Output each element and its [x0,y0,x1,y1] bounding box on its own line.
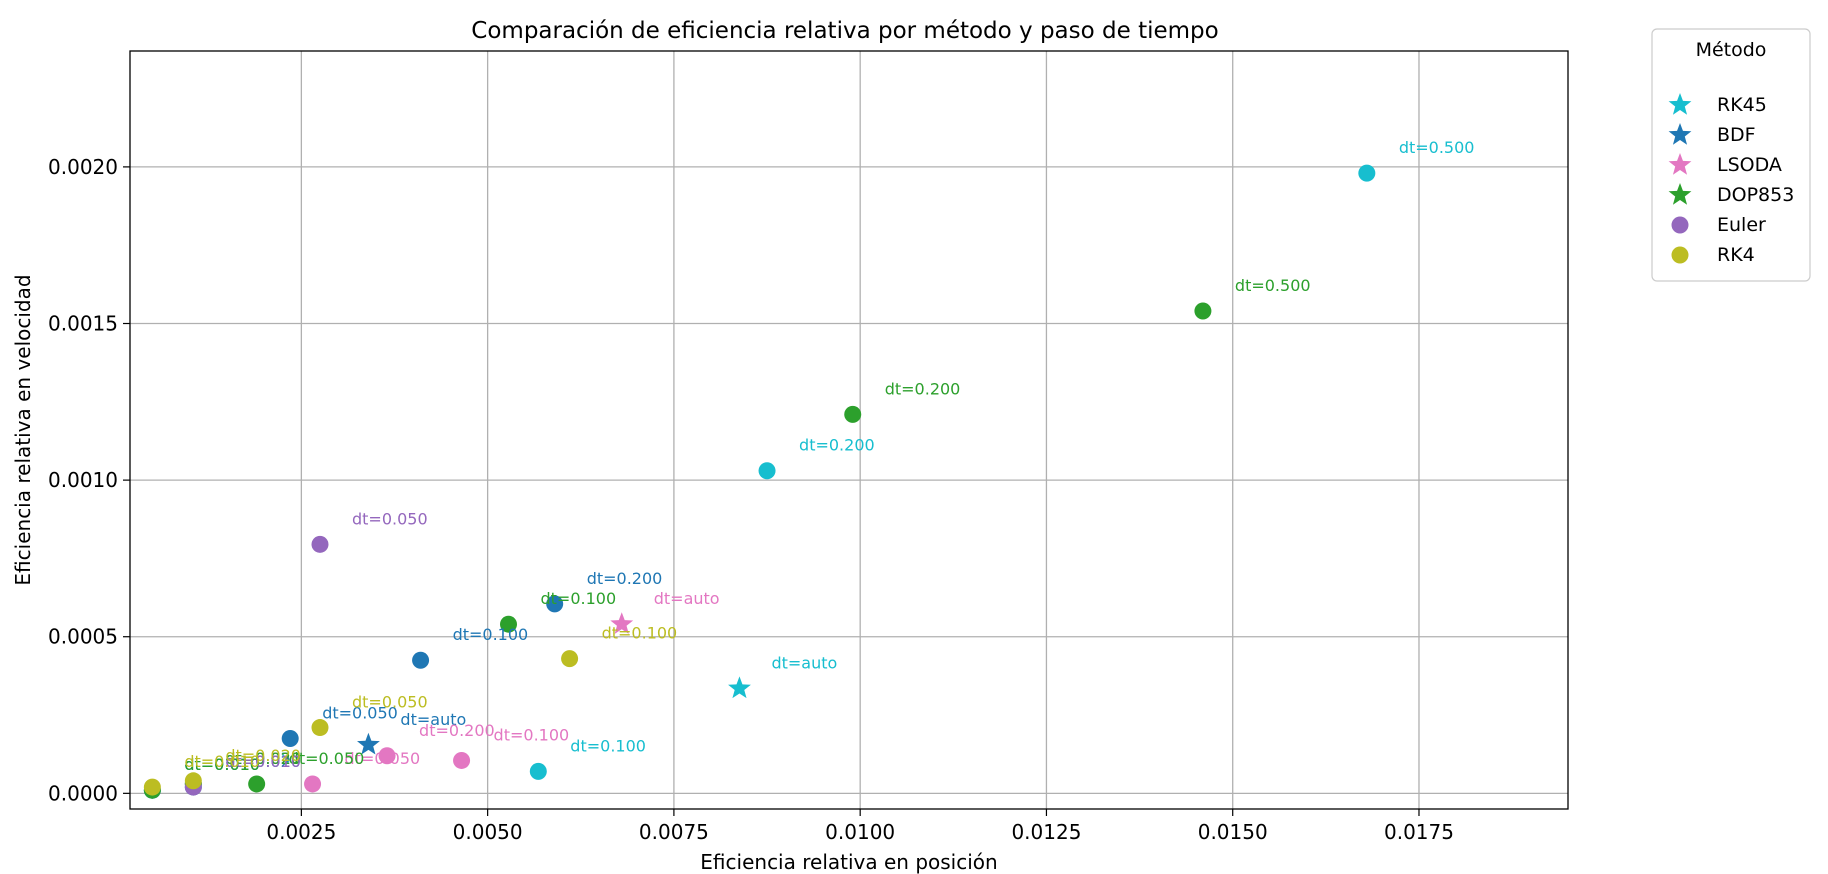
point-annotation: dt=auto [654,589,720,608]
point-annotation: dt=0.010 [225,752,301,771]
point-annotation: dt=0.100 [570,736,646,755]
x-axis-label: Eficiencia relativa en posición [700,850,997,874]
plot-frame [129,50,1569,810]
point-annotation: dt=0.020 [225,752,301,771]
point-annotation: dt=0.200 [587,569,663,588]
legend-marker-circle [1671,216,1689,234]
legend-marker-circle [1671,246,1689,264]
chart-title: Comparación de eficiencia relativa por m… [471,18,1218,44]
point-annotation: dt=0.100 [540,589,616,608]
point-rk45 [1358,164,1376,182]
point-star-lsoda [610,612,634,634]
legend-marker-star [1668,153,1692,175]
y-tick-label: 0.0005 [48,625,118,649]
point-annotation: dt=0.010 [184,755,260,774]
legend-marker-star [1668,93,1692,115]
point-annotation: dt=0.010 [184,755,260,774]
point-rk4 [143,778,161,796]
point-dop853 [499,615,517,633]
x-tick-label: 0.0025 [266,820,336,844]
x-tick-label: 0.0050 [453,820,523,844]
point-annotations: dt=0.500dt=0.200dt=0.100dt=autodt=0.050d… [184,138,1474,774]
legend-label: RK45 [1717,94,1767,116]
x-tick-label: 0.0075 [639,820,709,844]
point-annotation: dt=0.050 [352,509,428,528]
point-annotation: dt=0.010 [184,755,260,774]
legend-label: RK4 [1717,244,1755,266]
x-tick-label: 0.0100 [825,820,895,844]
point-annotation: dt=auto [771,653,837,672]
point-rk4 [184,772,202,790]
x-tick-label: 0.0175 [1384,820,1454,844]
x-tick-label: 0.0125 [1011,820,1081,844]
point-annotation: dt=0.050 [225,749,301,768]
point-annotation: dt=0.200 [799,436,875,455]
point-rk4 [561,650,579,668]
point-lsoda [304,775,322,793]
point-annotation: dt=auto [400,710,466,729]
x-axis-ticks: 0.0025 0.0050 0.0075 0.0100 0.0125 0.0150 0.01… [266,809,1454,844]
legend-label: BDF [1717,124,1756,146]
point-annotation: dt=0.010 [184,752,260,771]
point-annotation: dt=0.020 [225,749,301,768]
legend-label: Euler [1717,214,1766,236]
y-tick-label: 0.0015 [48,312,118,336]
legend-marker-star [1668,123,1692,145]
point-lsoda [453,751,471,769]
y-tick-label: 0.0020 [48,155,118,179]
point-star-rk45 [728,676,751,699]
grid-lines [130,51,1568,809]
point-annotation: dt=0.050 [345,749,421,768]
point-annotation: dt=0.500 [1235,276,1311,295]
point-dop853 [844,405,862,423]
y-tick-label: 0.0000 [48,781,118,805]
y-axis-label: Eficiencia relativa en velocidad [11,274,35,585]
y-axis-ticks: 0.0000 0.0005 0.0010 0.0015 0.0020 [48,155,130,805]
legend-marker-star [1668,183,1692,205]
point-annotation: dt=0.020 [225,749,301,768]
point-annotation: dt=0.100 [494,725,570,744]
x-tick-label: 0.0150 [1198,820,1268,844]
point-annotation: dt=0.500 [1399,138,1475,157]
legend-box [1651,28,1811,282]
point-annotation: dt=0.200 [885,379,961,398]
point-annotation: dt=0.200 [419,721,495,740]
legend-title: Método [1696,39,1767,61]
point-annotation: dt=0.050 [289,749,365,768]
point-bdf [281,730,299,748]
legend-label: LSODA [1717,154,1782,176]
data-points [143,164,1376,799]
point-dop853 [1194,302,1212,320]
point-lsoda [378,747,396,765]
point-euler [311,535,329,553]
legend-label: DOP853 [1717,184,1794,206]
point-rk45 [758,462,776,480]
point-dop853 [248,775,266,793]
point-annotation: dt=0.050 [352,693,428,712]
point-rk45 [529,762,547,780]
point-annotation: dt=0.050 [322,704,398,723]
point-rk4 [311,719,329,737]
point-annotation: dt=0.020 [225,746,301,765]
point-bdf [412,651,430,669]
point-annotation: dt=0.100 [602,624,678,643]
point-annotation: dt=0.100 [453,625,529,644]
point-bdf [546,595,564,613]
y-tick-label: 0.0010 [48,468,118,492]
legend: Método RK45 BDF LSODA DOP853 Euler RK4 [1651,28,1811,282]
point-star-bdf [357,732,380,755]
